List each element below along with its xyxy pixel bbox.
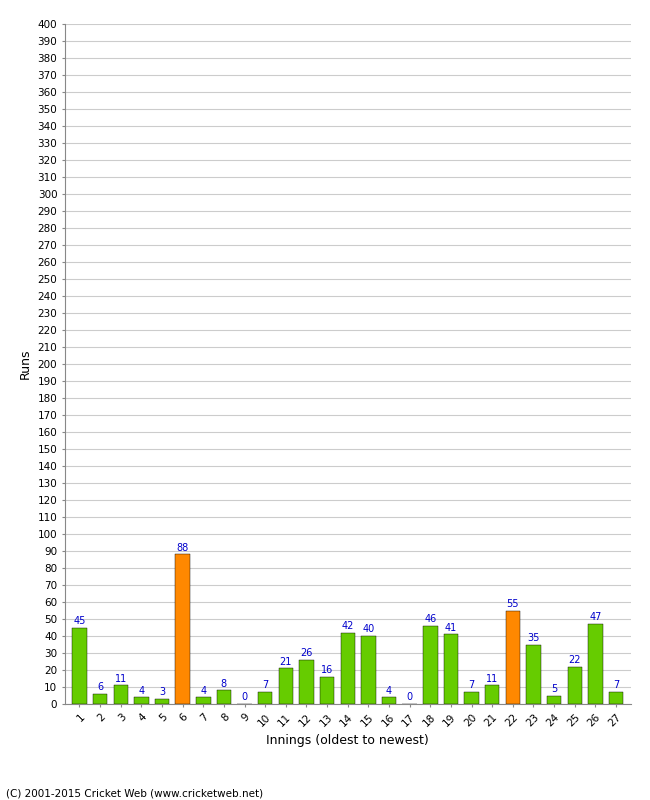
Bar xyxy=(464,692,479,704)
Text: 22: 22 xyxy=(569,655,581,665)
Bar xyxy=(299,660,314,704)
Text: 4: 4 xyxy=(386,686,392,695)
Text: 11: 11 xyxy=(486,674,499,683)
Y-axis label: Runs: Runs xyxy=(19,349,32,379)
Bar xyxy=(547,695,562,704)
Text: 7: 7 xyxy=(613,680,619,690)
Text: 4: 4 xyxy=(200,686,206,695)
Text: 46: 46 xyxy=(424,614,436,624)
Bar xyxy=(526,645,541,704)
Text: 3: 3 xyxy=(159,687,165,697)
Bar xyxy=(423,626,437,704)
Text: 4: 4 xyxy=(138,686,144,695)
Text: 47: 47 xyxy=(590,613,602,622)
X-axis label: Innings (oldest to newest): Innings (oldest to newest) xyxy=(266,734,429,746)
Bar xyxy=(93,694,107,704)
Bar xyxy=(155,699,169,704)
Text: 21: 21 xyxy=(280,657,292,666)
Bar xyxy=(485,686,499,704)
Text: 45: 45 xyxy=(73,616,86,626)
Bar xyxy=(176,554,190,704)
Bar xyxy=(341,633,355,704)
Text: 11: 11 xyxy=(114,674,127,683)
Bar xyxy=(361,636,376,704)
Text: 55: 55 xyxy=(506,598,519,609)
Text: 41: 41 xyxy=(445,622,457,633)
Bar xyxy=(196,697,211,704)
Text: 26: 26 xyxy=(300,648,313,658)
Text: 5: 5 xyxy=(551,684,557,694)
Text: 88: 88 xyxy=(177,542,188,553)
Text: 7: 7 xyxy=(469,680,474,690)
Bar xyxy=(134,697,149,704)
Bar xyxy=(588,624,603,704)
Text: 42: 42 xyxy=(341,621,354,631)
Bar xyxy=(320,677,334,704)
Bar xyxy=(444,634,458,704)
Bar xyxy=(279,668,293,704)
Text: 6: 6 xyxy=(97,682,103,692)
Text: 7: 7 xyxy=(262,680,268,690)
Text: (C) 2001-2015 Cricket Web (www.cricketweb.net): (C) 2001-2015 Cricket Web (www.cricketwe… xyxy=(6,788,264,798)
Text: 35: 35 xyxy=(527,633,540,643)
Bar xyxy=(258,692,272,704)
Bar xyxy=(609,692,623,704)
Text: 0: 0 xyxy=(407,692,413,702)
Bar xyxy=(382,697,396,704)
Bar xyxy=(72,627,86,704)
Bar xyxy=(567,666,582,704)
Text: 40: 40 xyxy=(362,624,374,634)
Text: 8: 8 xyxy=(221,678,227,689)
Text: 0: 0 xyxy=(242,692,248,702)
Text: 16: 16 xyxy=(321,665,333,675)
Bar xyxy=(506,610,520,704)
Bar xyxy=(216,690,231,704)
Bar xyxy=(114,686,128,704)
